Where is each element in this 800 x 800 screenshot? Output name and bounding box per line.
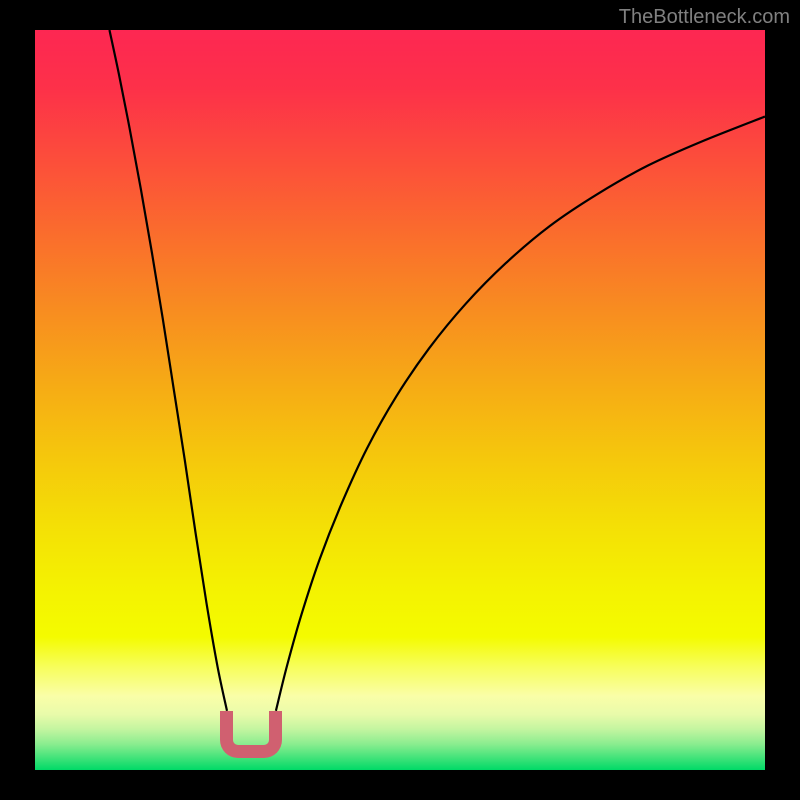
optimal-range-marker (220, 711, 282, 758)
bottleneck-curve (35, 30, 765, 770)
watermark-text: TheBottleneck.com (619, 6, 790, 29)
chart-plot-area (35, 30, 765, 770)
